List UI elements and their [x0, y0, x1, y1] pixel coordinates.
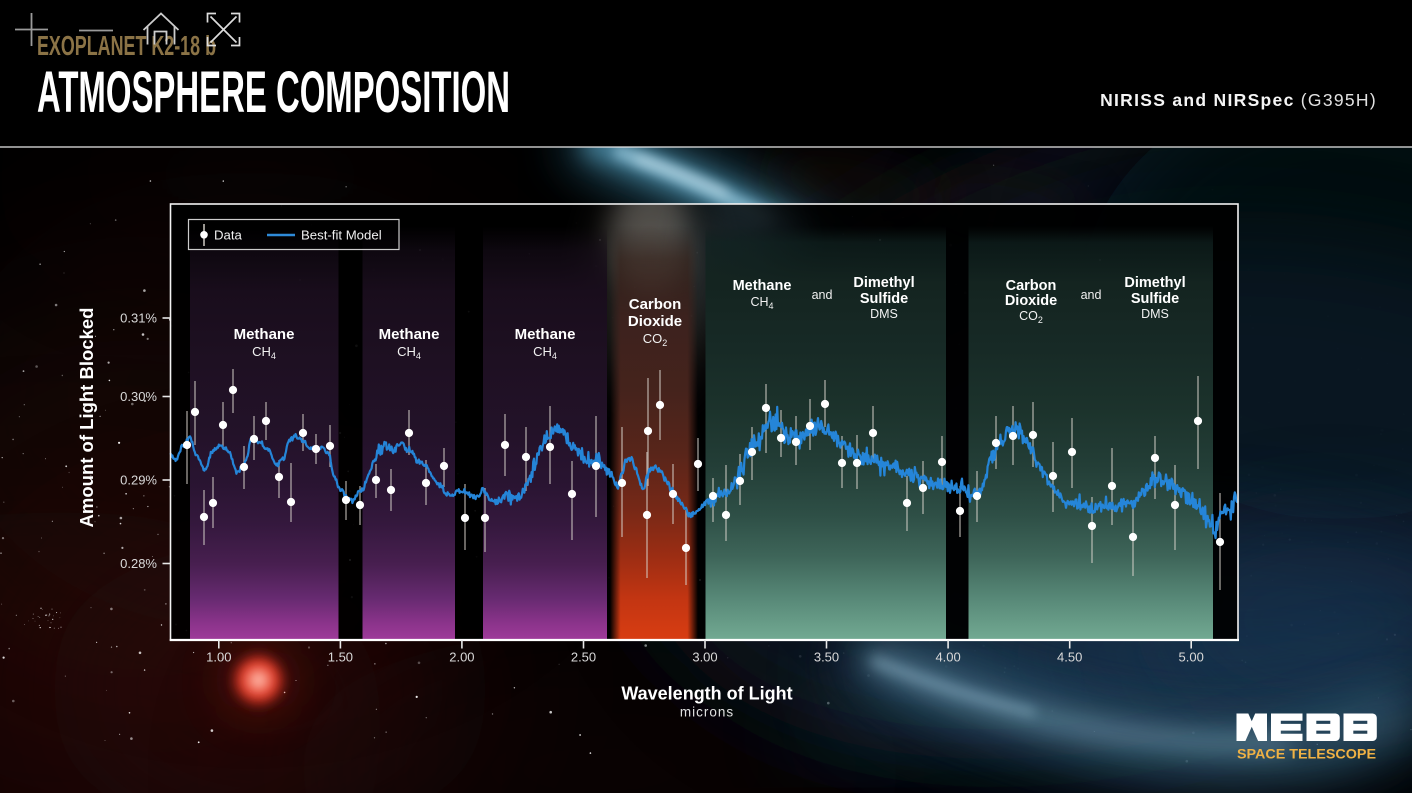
svg-text:Methane: Methane: [515, 326, 576, 343]
svg-text:Best-fit Model: Best-fit Model: [301, 228, 382, 243]
svg-text:0.29%: 0.29%: [120, 473, 157, 488]
svg-text:Dimethyl: Dimethyl: [1124, 275, 1185, 291]
svg-text:Dioxide: Dioxide: [1005, 293, 1057, 309]
svg-text:3.00: 3.00: [692, 650, 717, 665]
svg-text:Sulfide: Sulfide: [860, 291, 908, 307]
svg-text:2.50: 2.50: [571, 650, 596, 665]
svg-text:Amount of Light Blocked: Amount of Light Blocked: [76, 308, 97, 528]
svg-text:Methane: Methane: [234, 326, 295, 343]
svg-text:ATMOSPHERE COMPOSITION: ATMOSPHERE COMPOSITION: [37, 60, 510, 125]
svg-text:0.30%: 0.30%: [120, 389, 157, 404]
svg-text:0.28%: 0.28%: [120, 556, 157, 571]
svg-text:2.00: 2.00: [449, 650, 474, 665]
svg-text:Methane: Methane: [379, 326, 440, 343]
svg-text:0.31%: 0.31%: [120, 311, 157, 326]
svg-text:DMS: DMS: [1141, 307, 1169, 321]
svg-text:1.50: 1.50: [328, 650, 353, 665]
svg-text:Methane: Methane: [733, 278, 792, 294]
svg-text:EXOPLANET K2-18 b: EXOPLANET K2-18 b: [37, 30, 216, 61]
svg-text:1.00: 1.00: [206, 650, 231, 665]
svg-text:CO2: CO2: [643, 331, 668, 348]
svg-text:Wavelength of Light: Wavelength of Light: [621, 684, 792, 704]
svg-text:CH4: CH4: [750, 295, 773, 311]
svg-text:NIRISS and NIRSpec (G395H): NIRISS and NIRSpec (G395H): [1100, 90, 1377, 110]
svg-text:and: and: [1081, 288, 1102, 302]
svg-text:CH4: CH4: [252, 344, 276, 361]
svg-text:CH4: CH4: [533, 344, 557, 361]
svg-text:Dimethyl: Dimethyl: [853, 275, 914, 291]
svg-text:CH4: CH4: [397, 344, 421, 361]
svg-text:3.50: 3.50: [814, 650, 839, 665]
svg-text:CO2: CO2: [1019, 309, 1043, 325]
svg-text:and: and: [812, 288, 833, 302]
svg-text:SPACE TELESCOPE: SPACE TELESCOPE: [1237, 747, 1376, 762]
svg-text:Carbon: Carbon: [629, 296, 682, 313]
svg-text:microns: microns: [680, 705, 734, 720]
svg-text:Data: Data: [214, 228, 243, 243]
svg-text:4.50: 4.50: [1057, 650, 1082, 665]
svg-text:Carbon: Carbon: [1006, 278, 1057, 294]
svg-text:DMS: DMS: [870, 307, 898, 321]
svg-text:Dioxide: Dioxide: [628, 313, 682, 330]
svg-text:Sulfide: Sulfide: [1131, 291, 1179, 307]
svg-text:5.00: 5.00: [1179, 650, 1204, 665]
svg-text:4.00: 4.00: [935, 650, 960, 665]
